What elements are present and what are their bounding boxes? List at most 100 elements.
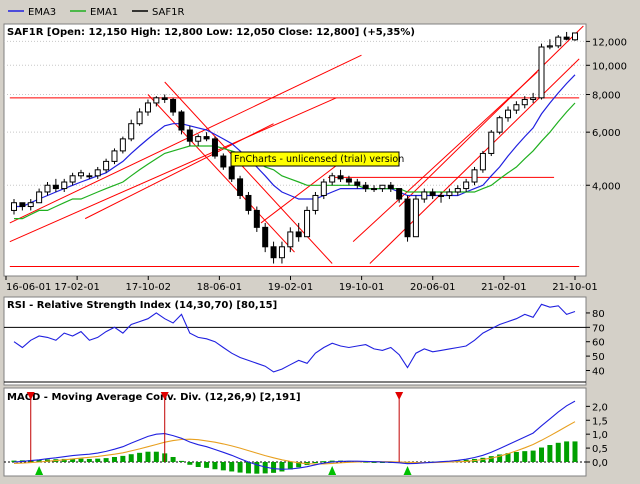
candle-52 [446, 188, 453, 200]
candle-body-6 [61, 181, 68, 190]
candle-31 [270, 241, 277, 264]
macd-bar-64 [547, 445, 553, 462]
macd-bar-3 [36, 459, 42, 462]
candle-body-66 [563, 36, 570, 40]
candle-body-39 [337, 175, 344, 180]
candle-body-14 [128, 123, 135, 140]
candle-59 [505, 106, 512, 122]
candle-body-29 [253, 209, 260, 228]
macd-bar-24 [212, 462, 218, 470]
price-x-tick-1: 17-02-01 [54, 282, 99, 293]
legend: EMA3 EMA1 SAF1R [8, 7, 184, 18]
macd-bar-57 [488, 456, 494, 462]
macd-panel-title: MACD - Moving Average Conv. Div. (12,26,… [7, 392, 301, 403]
candle-body-10 [94, 169, 101, 177]
candle-body-45 [387, 184, 394, 190]
macd-bar-26 [229, 462, 235, 472]
candle-body-53 [454, 188, 461, 193]
candle-0 [11, 199, 17, 215]
candle-body-46 [396, 188, 403, 200]
candle-35 [304, 206, 311, 238]
trend-line-2 [84, 123, 274, 220]
rsi-line [13, 303, 576, 373]
ema1-line [14, 102, 576, 220]
candle-42 [362, 182, 369, 192]
macd-bar-16 [145, 451, 151, 462]
candle-body-4 [44, 184, 51, 193]
candle-body-26 [228, 166, 235, 180]
trend-line-0 [9, 54, 362, 224]
candle-body-63 [538, 46, 545, 99]
price-x-tick-3: 18-06-01 [197, 282, 242, 293]
price-x-tick-4: 19-02-01 [268, 282, 313, 293]
macd-bar-7 [70, 458, 76, 462]
price-y-tick-4: 4,000 [592, 181, 621, 192]
candle-2 [27, 199, 34, 211]
legend-label-2: SAF1R [152, 7, 184, 18]
macd-bar-14 [128, 454, 134, 462]
candle-body-37 [320, 181, 327, 196]
candle-15 [136, 108, 143, 126]
candle-body-41 [354, 181, 361, 186]
candle-54 [463, 178, 470, 192]
candle-5 [52, 178, 59, 192]
macd-bar-12 [111, 456, 117, 462]
macd-bar-17 [153, 451, 159, 462]
candle-30 [262, 222, 269, 253]
macd-bar-38 [329, 460, 335, 462]
macd-bar-28 [245, 462, 251, 474]
watermark-box [230, 151, 400, 167]
candle-13 [119, 136, 126, 154]
candle-38 [329, 172, 336, 186]
candle-body-17 [153, 97, 160, 104]
candle-body-13 [119, 138, 126, 152]
candle-body-22 [195, 136, 202, 142]
candle-37 [320, 178, 327, 200]
signal-line [13, 421, 576, 465]
candle-body-31 [270, 246, 277, 259]
legend-label-0: EMA3 [28, 7, 56, 18]
candle-63 [538, 43, 545, 100]
candle-25 [220, 153, 227, 170]
macd-bar-13 [120, 455, 126, 462]
candle-29 [253, 206, 260, 232]
candle-body-42 [362, 184, 369, 190]
candle-46 [396, 188, 403, 203]
candle-21 [186, 125, 193, 146]
macd-bar-19 [170, 456, 176, 462]
macd-bar-37 [321, 461, 327, 463]
macd-bar-43 [371, 462, 377, 463]
candle-56 [479, 150, 486, 173]
candle-body-34 [295, 231, 302, 238]
candle-body-36 [312, 194, 319, 211]
candle-58 [496, 115, 503, 135]
candle-53 [454, 185, 461, 196]
rsi-y-tick-3: 50 [592, 352, 605, 363]
candle-body-33 [287, 231, 294, 248]
candle-body-24 [211, 138, 218, 157]
price-panel [3, 23, 587, 277]
candle-body-56 [479, 152, 486, 171]
macd-bar-29 [254, 462, 260, 474]
price-x-tick-5: 19-10-01 [339, 282, 384, 293]
macd-bar-61 [522, 451, 528, 462]
price-y-tick-3: 6,000 [592, 128, 621, 139]
candle-body-52 [446, 191, 453, 196]
candle-19 [170, 97, 177, 116]
candle-body-2 [27, 202, 34, 208]
candle-body-19 [170, 99, 177, 113]
candle-39 [337, 169, 344, 183]
macd-line [13, 400, 576, 470]
trend-line-7 [260, 155, 350, 224]
candle-body-27 [237, 178, 244, 196]
macd-y-tick-1: 1,5 [592, 416, 608, 427]
candle-11 [103, 158, 110, 173]
candle-body-12 [111, 150, 118, 162]
candle-7 [69, 172, 76, 186]
candle-64 [546, 39, 553, 50]
legend-label-1: EMA1 [90, 7, 118, 18]
candle-body-9 [86, 175, 93, 178]
candle-62 [530, 92, 537, 103]
candle-body-8 [77, 172, 84, 177]
